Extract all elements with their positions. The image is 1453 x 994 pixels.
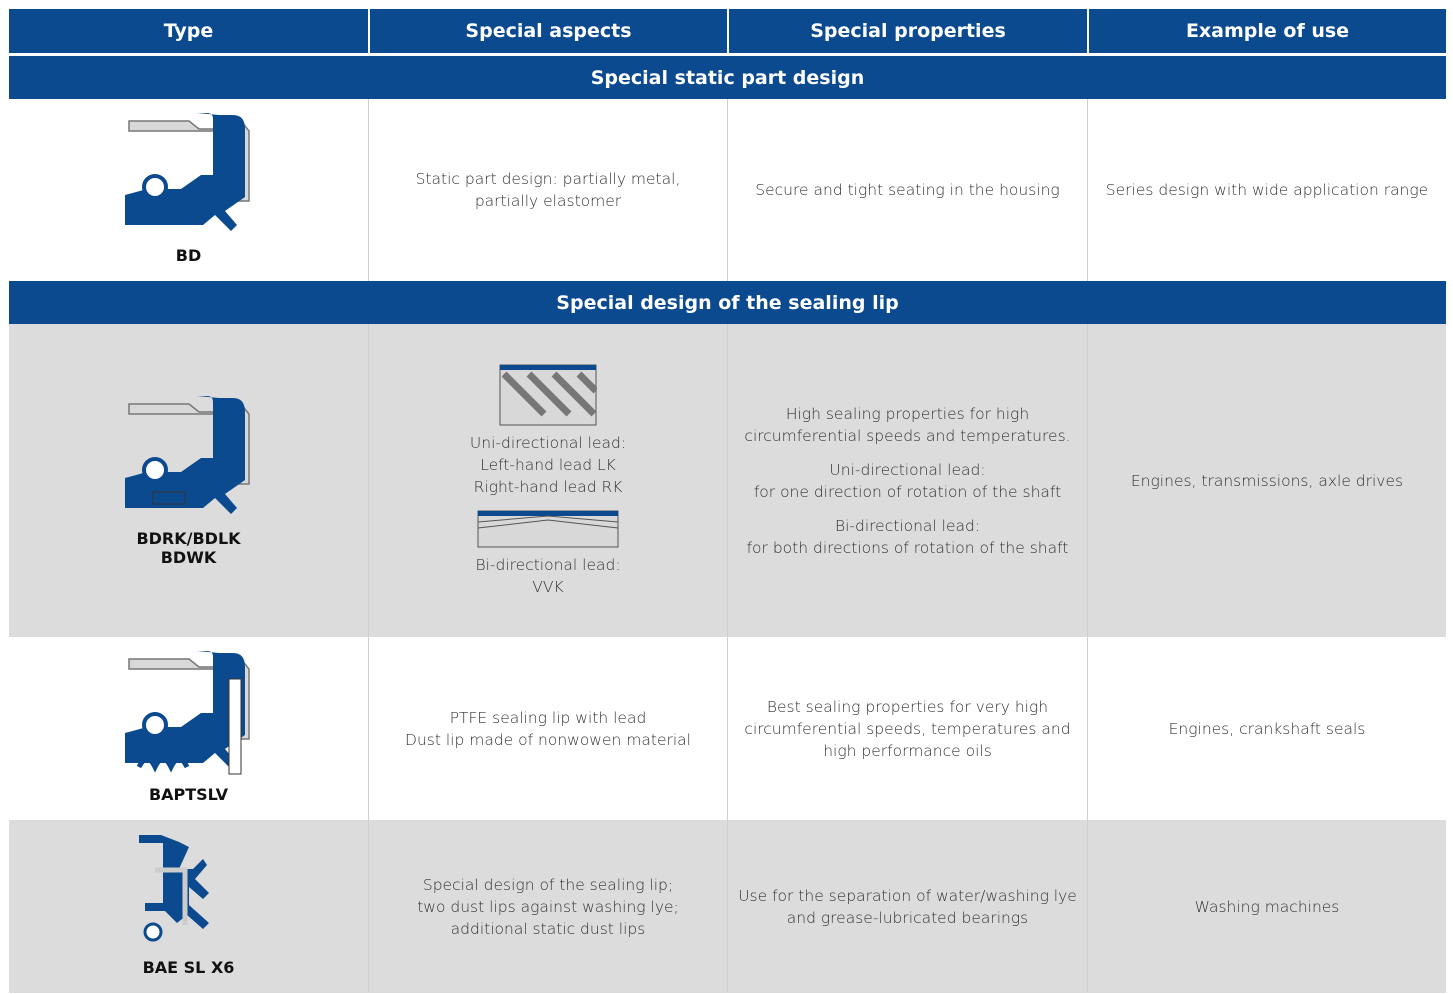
text-line: circumferential speeds, temperatures and (744, 719, 1071, 738)
paragraph: Best sealing properties for very high cir… (744, 696, 1070, 762)
aspects-cell: Special design of the sealing lip; two du… (368, 820, 727, 993)
text-line: Left-hand lead LK (480, 455, 616, 474)
aspects-cell: PTFE sealing lip with lead Dust lip made … (368, 637, 727, 820)
text-line: Static part design: partially metal, (415, 170, 681, 188)
text-line: Secure and tight seating in the housing (755, 181, 1060, 199)
properties-cell: High sealing properties for high circumfe… (727, 324, 1087, 637)
type-label: BAPTSLV (9, 785, 368, 804)
paragraph: Uni-directional lead: for one direction o… (754, 459, 1061, 503)
text-line: for both directions of rotation of the s… (746, 538, 1069, 557)
lead-figure (499, 364, 599, 425)
text-line: circumferential speeds and temperatures. (744, 426, 1071, 445)
use-cell: Washing machines (1087, 820, 1446, 993)
text-line: Special design of the sealing lip; (422, 875, 674, 894)
text-line: High sealing properties for high (785, 404, 1030, 423)
type-label-line: BDWK (160, 548, 217, 567)
text-line: high performance oils (823, 741, 992, 760)
text-line: Engines, crankshaft seals (1168, 719, 1366, 738)
properties-cell: Use for the separation of water/washing … (727, 820, 1087, 993)
type-label: BDRK/BDLK BDWK (9, 529, 368, 567)
seal-icon (124, 651, 250, 775)
text-line: Bi-directional lead: (475, 555, 621, 574)
column-header: Special properties (727, 9, 1087, 53)
type-label: BAE SL X6 (9, 958, 368, 977)
paragraph: Uni-directional lead: Left-hand lead LK Ri… (470, 364, 626, 498)
paragraph: Engines, crankshaft seals (1169, 718, 1366, 740)
type-cell: BD (9, 99, 368, 281)
lead-figure (477, 510, 619, 547)
aspects-cell: Uni-directional lead: Left-hand lead LK Ri… (368, 324, 727, 637)
properties-cell: Secure and tight seating in the housing (727, 99, 1087, 281)
paragraph: Static part design: partially metal, part… (416, 168, 681, 212)
paragraph: Washing machines (1195, 896, 1340, 918)
use-cell: Engines, crankshaft seals (1087, 637, 1446, 820)
type-label: BD (9, 246, 368, 265)
text-line: PTFE sealing lip with lead (449, 708, 647, 727)
text-line: additional static dust lips (450, 919, 646, 938)
text-line: for one direction of rotation of the sha… (753, 482, 1062, 501)
type-label-line: BDRK/BDLK (136, 529, 241, 548)
type-label-line: BAPTSLV (148, 785, 229, 804)
text-line: Bi-directional lead: (834, 516, 981, 535)
text-line: VVK (532, 577, 564, 596)
paragraph: High sealing properties for high circumfe… (744, 403, 1070, 447)
text-line: partially elastomer (474, 192, 622, 210)
column-header: Type (9, 9, 368, 53)
seal-icon (138, 835, 209, 942)
aspects-cell: Static part design: partially metal, part… (368, 99, 727, 281)
paragraph: Special design of the sealing lip; two du… (417, 874, 679, 940)
paragraph: PTFE sealing lip with lead Dust lip made … (405, 707, 691, 751)
properties-cell: Best sealing properties for very high cir… (727, 637, 1087, 820)
seal-icon (124, 113, 250, 231)
section-header: Special static part design (9, 56, 1446, 100)
text-line: and grease-lubricated bearings (786, 908, 1029, 927)
paragraph: Bi-directional lead: for both directions … (747, 515, 1069, 559)
text-line: Dust lip made of nonwowen material (405, 730, 691, 749)
section-header: Special design of the sealing lip (9, 281, 1446, 325)
text-line: two dust lips against washing lye; (417, 897, 679, 916)
seal-icon (124, 396, 250, 514)
text-line: Uni-directional lead: (829, 460, 986, 479)
text-line: Series design with wide application rang… (1105, 181, 1429, 199)
paragraph: Series design with wide application rang… (1106, 179, 1428, 201)
text-line: Best sealing properties for very high (766, 697, 1049, 716)
use-cell: Engines, transmissions, axle drives (1087, 324, 1446, 637)
paragraph: Bi-directional lead: VVK (475, 510, 621, 598)
text-line: Use for the separation of water/washing … (738, 886, 1077, 905)
column-header: Special aspects (368, 9, 727, 53)
paragraph: Engines, transmissions, axle drives (1131, 470, 1403, 492)
text-line: Right-hand lead RK (473, 477, 623, 496)
type-cell: BAPTSLV (9, 637, 368, 820)
paragraph: Secure and tight seating in the housing (755, 179, 1059, 201)
text-line: Uni-directional lead: (469, 433, 627, 452)
type-label-line: BAE SL X6 (142, 958, 235, 977)
paragraph: Use for the separation of water/washing … (738, 885, 1077, 929)
use-cell: Series design with wide application rang… (1087, 99, 1446, 281)
text-line: Washing machines (1194, 897, 1340, 916)
text-line: Engines, transmissions, axle drives (1130, 471, 1404, 490)
column-header: Example of use (1087, 9, 1446, 53)
type-cell: BAE SL X6 (9, 820, 368, 993)
type-cell: BDRK/BDLK BDWK (9, 324, 368, 637)
type-label-line: BD (175, 246, 202, 265)
